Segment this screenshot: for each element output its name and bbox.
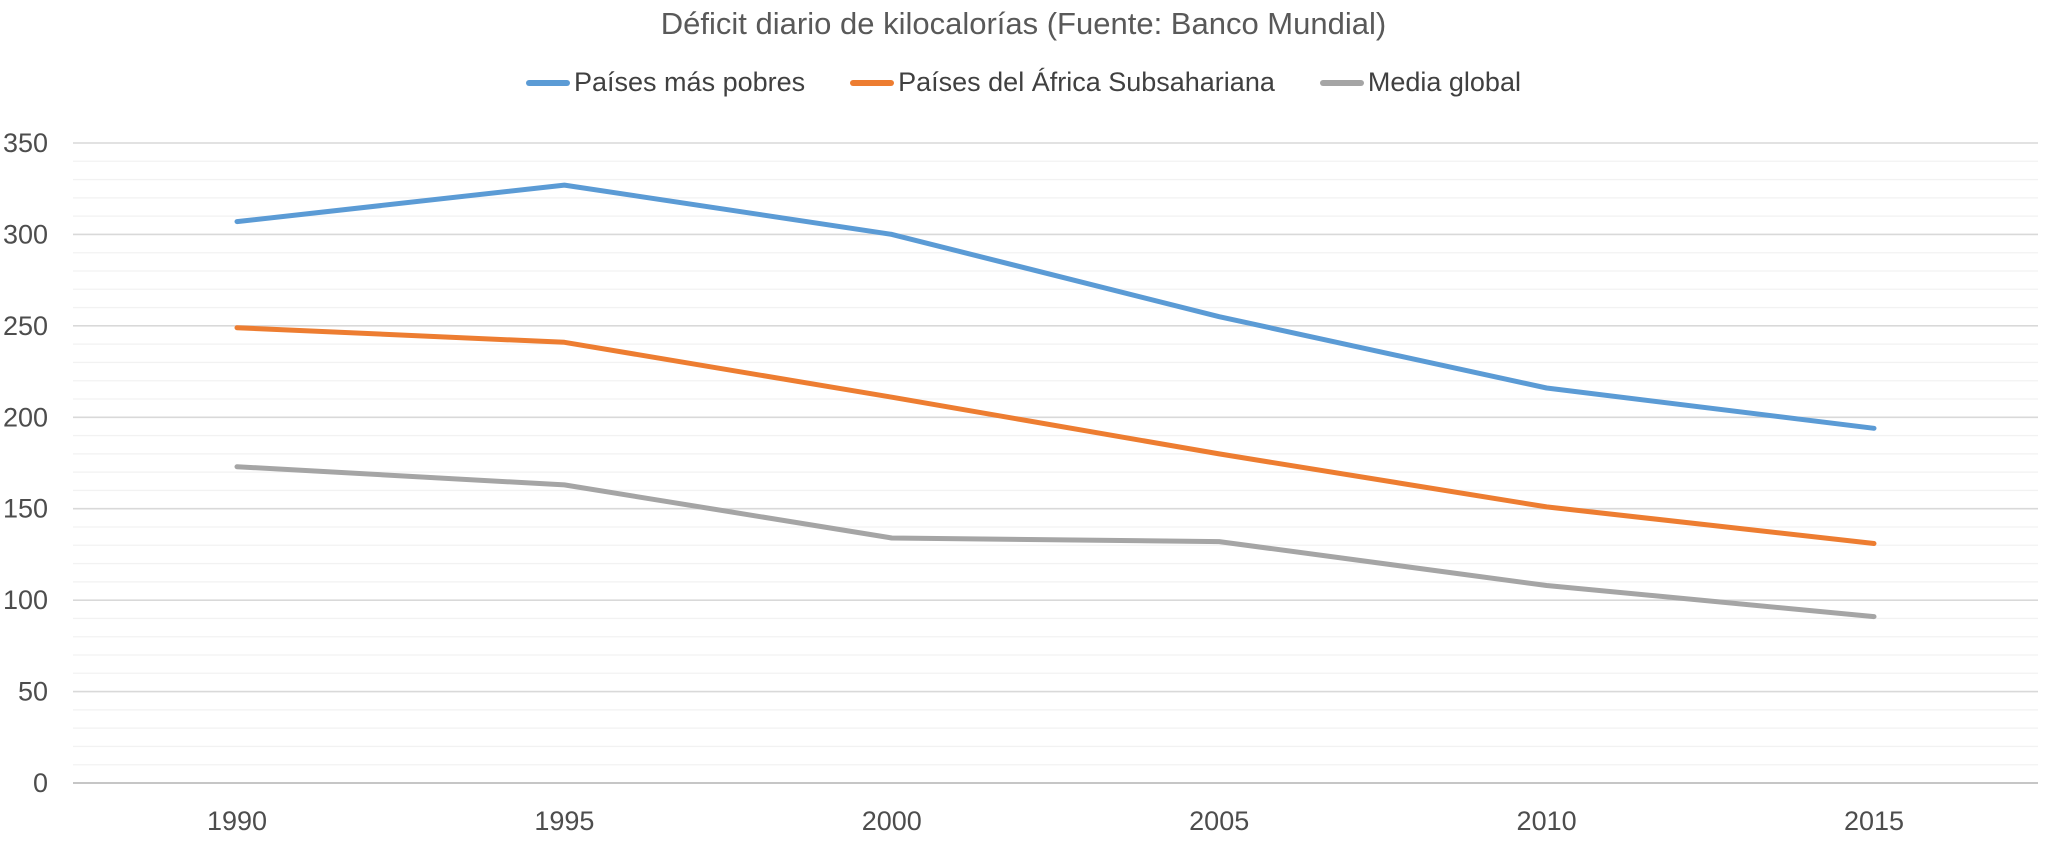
legend-label: Países del África Subsahariana: [898, 67, 1275, 97]
chart-legend: Países más pobres Países del África Subsa…: [0, 67, 2047, 98]
y-tick-label: 200: [3, 402, 48, 432]
series-line-paises-mas-pobres: [234, 182, 1877, 431]
y-tick-label: 50: [18, 677, 48, 707]
y-tick-label: 350: [3, 128, 48, 158]
legend-item-paises-mas-pobres: Países más pobres: [526, 67, 805, 98]
chart-title: Déficit diario de kilocalorías (Fuente: …: [660, 6, 1387, 41]
x-tick-label: 2015: [1844, 806, 1904, 836]
x-tick-label: 2005: [1189, 806, 1249, 836]
series-line-media-global: [234, 464, 1877, 620]
y-tick-label: 150: [3, 494, 48, 524]
x-tick-label: 2000: [862, 806, 922, 836]
x-tick-label: 1995: [534, 806, 594, 836]
y-tick-label: 300: [3, 219, 48, 249]
y-tick-label: 250: [3, 311, 48, 341]
series-line-paises-del-africa-subsahariana: [234, 325, 1877, 546]
legend-item-media-global: Media global: [1319, 67, 1521, 98]
y-tick-label: 0: [33, 768, 48, 798]
legend-label: Media global: [1367, 67, 1521, 97]
y-tick-label: 100: [3, 585, 48, 615]
legend-item-paises-del-africa-subsahariana: Países del África Subsahariana: [850, 67, 1275, 98]
legend-marker-media-global: [1319, 79, 1364, 86]
legend-marker-paises-del-africa-subsahariana: [850, 79, 895, 86]
legend-label: Países más pobres: [574, 67, 806, 97]
x-tick-label: 1990: [207, 806, 267, 836]
legend-marker-paises-mas-pobres: [526, 79, 571, 86]
x-tick-label: 2010: [1517, 806, 1577, 836]
